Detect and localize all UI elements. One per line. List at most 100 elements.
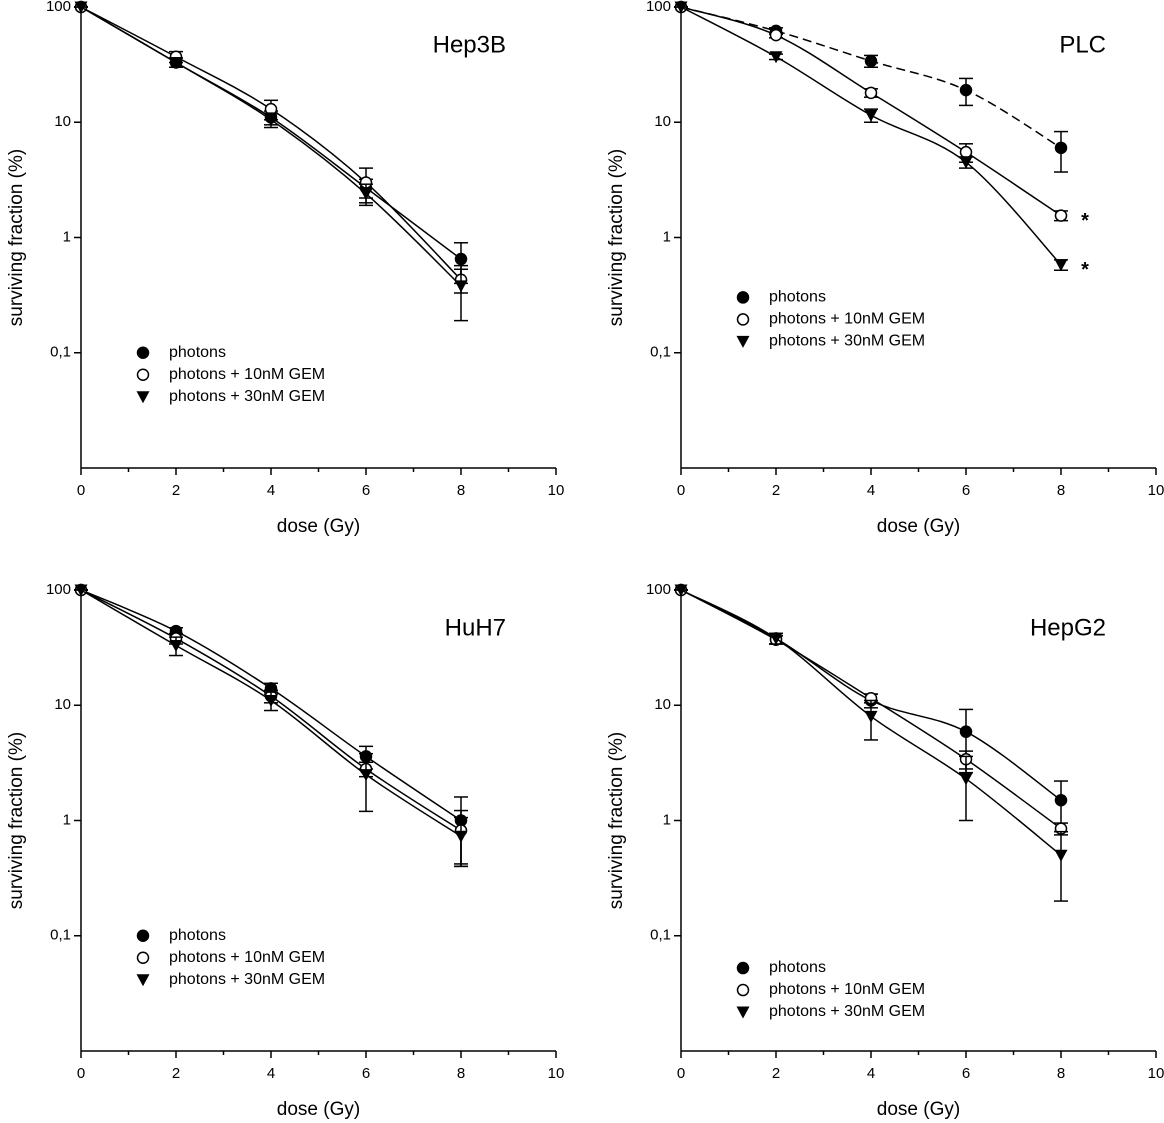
marker — [454, 280, 468, 293]
significance-note: * — [1081, 210, 1089, 232]
y-tick-label: 100 — [46, 0, 71, 15]
x-axis-label: dose (Gy) — [877, 516, 960, 537]
marker — [736, 335, 750, 348]
panel-title: PLC — [1059, 31, 1106, 58]
y-tick-label: 0,1 — [50, 344, 71, 361]
x-tick-label: 8 — [1057, 1065, 1065, 1082]
marker — [1054, 793, 1068, 807]
marker — [864, 710, 878, 723]
marker — [359, 769, 373, 782]
y-axis-label: surviving fraction (%) — [606, 732, 627, 909]
y-axis-label: surviving fraction (%) — [6, 732, 27, 909]
marker — [959, 773, 973, 786]
x-tick-label: 6 — [962, 482, 970, 499]
y-tick-label: 10 — [654, 113, 671, 130]
legend-label: photons + 10nM GEM — [769, 311, 925, 328]
marker — [769, 51, 783, 64]
marker — [959, 725, 973, 738]
x-tick-label: 0 — [677, 1065, 685, 1082]
y-tick-label: 0,1 — [50, 927, 71, 944]
marker — [959, 156, 973, 169]
marker — [736, 983, 750, 997]
legend-label: photons + 30nM GEM — [769, 1003, 925, 1020]
legend-label: photons + 30nM GEM — [169, 388, 325, 405]
x-tick-label: 0 — [677, 482, 685, 499]
marker — [1054, 209, 1068, 222]
legend-label: photons + 30nM GEM — [769, 333, 925, 350]
marker — [264, 114, 278, 127]
y-tick-label: 1 — [63, 811, 71, 828]
marker — [674, 1, 688, 14]
x-tick-label: 4 — [267, 1065, 275, 1082]
significance-note: * — [1081, 259, 1089, 281]
legend-label: photons — [769, 959, 826, 976]
legend-label: photons — [769, 289, 826, 306]
x-tick-label: 8 — [457, 1065, 465, 1082]
x-tick-label: 4 — [267, 482, 275, 499]
y-tick-label: 100 — [646, 0, 671, 15]
y-tick-label: 10 — [54, 113, 71, 130]
x-tick-label: 6 — [362, 482, 370, 499]
marker — [769, 28, 783, 42]
legend-label: photons + 10nM GEM — [169, 949, 325, 966]
y-tick-label: 100 — [46, 581, 71, 598]
y-tick-label: 10 — [54, 696, 71, 713]
legend-label: photons + 10nM GEM — [769, 981, 925, 998]
y-tick-label: 1 — [663, 228, 671, 245]
fit-curve — [80, 6, 462, 287]
marker — [864, 109, 878, 122]
x-tick-label: 6 — [962, 1065, 970, 1082]
y-tick-label: 100 — [646, 581, 671, 598]
legend-label: photons — [169, 344, 226, 361]
x-tick-label: 2 — [172, 482, 180, 499]
marker — [74, 584, 88, 597]
marker — [136, 974, 150, 987]
fit-curve — [80, 589, 462, 837]
marker — [169, 56, 183, 69]
panel-title: HuH7 — [445, 614, 506, 641]
y-tick-label: 0,1 — [650, 344, 671, 361]
x-tick-label: 4 — [867, 1065, 875, 1082]
x-tick-label: 0 — [77, 482, 85, 499]
x-tick-label: 10 — [1148, 1065, 1164, 1082]
marker — [136, 951, 150, 964]
x-tick-label: 0 — [77, 1065, 85, 1082]
marker — [1054, 141, 1068, 155]
y-tick-label: 0,1 — [650, 927, 671, 944]
fit-curve — [680, 6, 1062, 149]
legend-label: photons + 10nM GEM — [169, 366, 325, 383]
marker — [1054, 259, 1068, 272]
marker — [736, 291, 750, 304]
fit-curve — [80, 6, 462, 281]
legend-label: photons — [169, 927, 226, 944]
marker — [454, 252, 468, 266]
fit-curve — [80, 6, 462, 260]
marker — [959, 83, 973, 97]
x-axis-label: dose (Gy) — [277, 1099, 360, 1120]
marker — [264, 694, 278, 707]
fit-curve — [680, 6, 1062, 266]
marker — [864, 54, 878, 68]
panel-title: Hep3B — [433, 31, 506, 58]
x-tick-label: 10 — [1148, 482, 1164, 499]
marker — [136, 391, 150, 404]
marker — [736, 961, 750, 975]
marker — [736, 313, 750, 326]
x-tick-label: 10 — [548, 482, 565, 499]
x-axis-label: dose (Gy) — [277, 516, 360, 537]
marker — [769, 632, 783, 645]
x-tick-label: 2 — [172, 1065, 180, 1082]
panel-title: HepG2 — [1030, 614, 1106, 641]
y-tick-label: 1 — [63, 228, 71, 245]
marker — [169, 639, 183, 652]
y-axis-label: surviving fraction (%) — [606, 149, 627, 326]
x-tick-label: 8 — [1057, 482, 1065, 499]
marker — [864, 86, 878, 100]
y-tick-label: 1 — [663, 811, 671, 828]
y-tick-label: 10 — [654, 696, 671, 713]
x-axis-label: dose (Gy) — [877, 1099, 960, 1120]
marker — [74, 1, 88, 14]
marker — [136, 929, 150, 942]
marker — [959, 145, 973, 159]
